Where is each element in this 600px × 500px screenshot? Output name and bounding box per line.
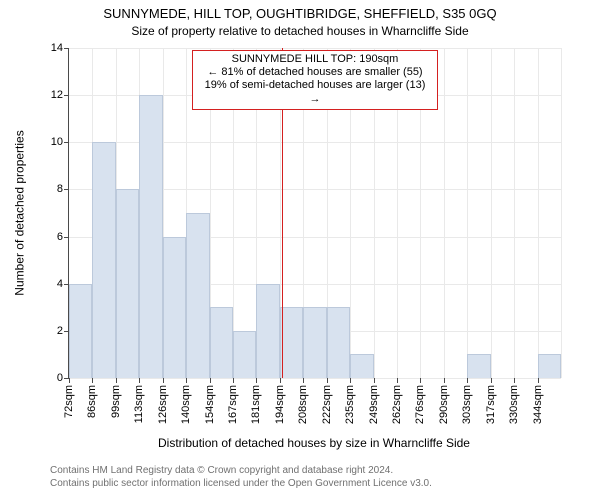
x-tick-label: 181sqm bbox=[250, 385, 262, 424]
histogram-bar bbox=[92, 142, 115, 378]
histogram-bar bbox=[303, 307, 326, 378]
x-tick-label: 86sqm bbox=[86, 385, 98, 418]
x-tick-label: 113sqm bbox=[133, 385, 145, 423]
histogram-plot-area: 0246810121472sqm86sqm99sqm113sqm126sqm14… bbox=[68, 48, 561, 379]
y-tick-label: 2 bbox=[57, 325, 63, 337]
x-tick-label: 235sqm bbox=[344, 385, 356, 424]
x-tick-label: 303sqm bbox=[461, 385, 473, 424]
chart-main-title: SUNNYMEDE, HILL TOP, OUGHTIBRIDGE, SHEFF… bbox=[0, 6, 600, 21]
x-tick-label: 167sqm bbox=[227, 385, 239, 424]
histogram-bar bbox=[538, 354, 561, 378]
histogram-bar bbox=[233, 331, 256, 378]
gridline-horizontal bbox=[69, 48, 561, 49]
x-tick-mark bbox=[233, 378, 234, 383]
reference-info-box: SUNNYMEDE HILL TOP: 190sqm ← 81% of deta… bbox=[192, 50, 438, 110]
footer-attribution: Contains HM Land Registry data © Crown c… bbox=[50, 465, 432, 490]
x-tick-mark bbox=[210, 378, 211, 383]
histogram-bar bbox=[467, 354, 490, 378]
gridline-horizontal bbox=[69, 378, 561, 379]
histogram-bar bbox=[116, 189, 139, 378]
x-tick-label: 249sqm bbox=[368, 385, 380, 424]
x-tick-mark bbox=[256, 378, 257, 383]
chart-sub-title: Size of property relative to detached ho… bbox=[0, 24, 600, 38]
x-tick-label: 72sqm bbox=[63, 385, 75, 418]
y-tick-label: 8 bbox=[57, 183, 63, 195]
x-tick-mark bbox=[444, 378, 445, 383]
x-axis-label: Distribution of detached houses by size … bbox=[68, 436, 560, 450]
y-tick-label: 10 bbox=[51, 136, 63, 148]
x-tick-mark bbox=[92, 378, 93, 383]
gridline-vertical bbox=[491, 48, 492, 378]
gridline-vertical bbox=[561, 48, 562, 378]
gridline-vertical bbox=[467, 48, 468, 378]
y-tick-mark bbox=[64, 142, 69, 143]
histogram-bar bbox=[186, 213, 209, 378]
x-tick-mark bbox=[69, 378, 70, 383]
x-tick-label: 154sqm bbox=[204, 385, 216, 424]
histogram-bar bbox=[350, 354, 373, 378]
y-tick-label: 14 bbox=[51, 42, 63, 54]
y-tick-mark bbox=[64, 95, 69, 96]
y-axis-label: Number of detached properties bbox=[14, 48, 26, 378]
x-tick-mark bbox=[350, 378, 351, 383]
y-tick-label: 4 bbox=[57, 278, 63, 290]
histogram-bar bbox=[163, 237, 186, 378]
y-tick-label: 6 bbox=[57, 231, 63, 243]
x-tick-label: 344sqm bbox=[532, 385, 544, 424]
x-tick-label: 276sqm bbox=[414, 385, 426, 424]
x-tick-mark bbox=[374, 378, 375, 383]
x-tick-mark bbox=[514, 378, 515, 383]
x-tick-label: 208sqm bbox=[297, 385, 309, 424]
x-tick-label: 262sqm bbox=[391, 385, 403, 424]
x-tick-mark bbox=[280, 378, 281, 383]
x-tick-mark bbox=[139, 378, 140, 383]
gridline-vertical bbox=[444, 48, 445, 378]
info-line-1: SUNNYMEDE HILL TOP: 190sqm bbox=[199, 53, 431, 66]
x-tick-label: 99sqm bbox=[110, 385, 122, 418]
x-tick-mark bbox=[538, 378, 539, 383]
x-tick-mark bbox=[303, 378, 304, 383]
x-tick-label: 290sqm bbox=[438, 385, 450, 424]
y-tick-label: 0 bbox=[57, 372, 63, 384]
x-tick-mark bbox=[327, 378, 328, 383]
y-tick-mark bbox=[64, 48, 69, 49]
x-tick-mark bbox=[420, 378, 421, 383]
histogram-bar bbox=[327, 307, 350, 378]
x-tick-label: 194sqm bbox=[274, 385, 286, 424]
histogram-bar bbox=[139, 95, 162, 378]
histogram-bar bbox=[69, 284, 92, 378]
x-tick-label: 330sqm bbox=[508, 385, 520, 424]
x-tick-mark bbox=[467, 378, 468, 383]
histogram-bar bbox=[256, 284, 279, 378]
x-tick-label: 222sqm bbox=[321, 385, 333, 424]
x-tick-label: 140sqm bbox=[180, 385, 192, 424]
gridline-vertical bbox=[514, 48, 515, 378]
info-line-3: 19% of semi-detached houses are larger (… bbox=[199, 79, 431, 105]
info-line-2: ← 81% of detached houses are smaller (55… bbox=[199, 66, 431, 79]
footer-line-2: Contains public sector information licen… bbox=[50, 478, 432, 491]
x-tick-mark bbox=[186, 378, 187, 383]
footer-line-1: Contains HM Land Registry data © Crown c… bbox=[50, 465, 432, 478]
histogram-bar bbox=[280, 307, 303, 378]
y-tick-mark bbox=[64, 237, 69, 238]
y-tick-label: 12 bbox=[51, 89, 63, 101]
x-tick-mark bbox=[397, 378, 398, 383]
x-tick-mark bbox=[163, 378, 164, 383]
x-tick-mark bbox=[491, 378, 492, 383]
x-tick-label: 317sqm bbox=[485, 385, 497, 424]
x-tick-mark bbox=[116, 378, 117, 383]
x-tick-label: 126sqm bbox=[157, 385, 169, 424]
histogram-bar bbox=[210, 307, 233, 378]
gridline-vertical bbox=[538, 48, 539, 378]
y-tick-mark bbox=[64, 189, 69, 190]
